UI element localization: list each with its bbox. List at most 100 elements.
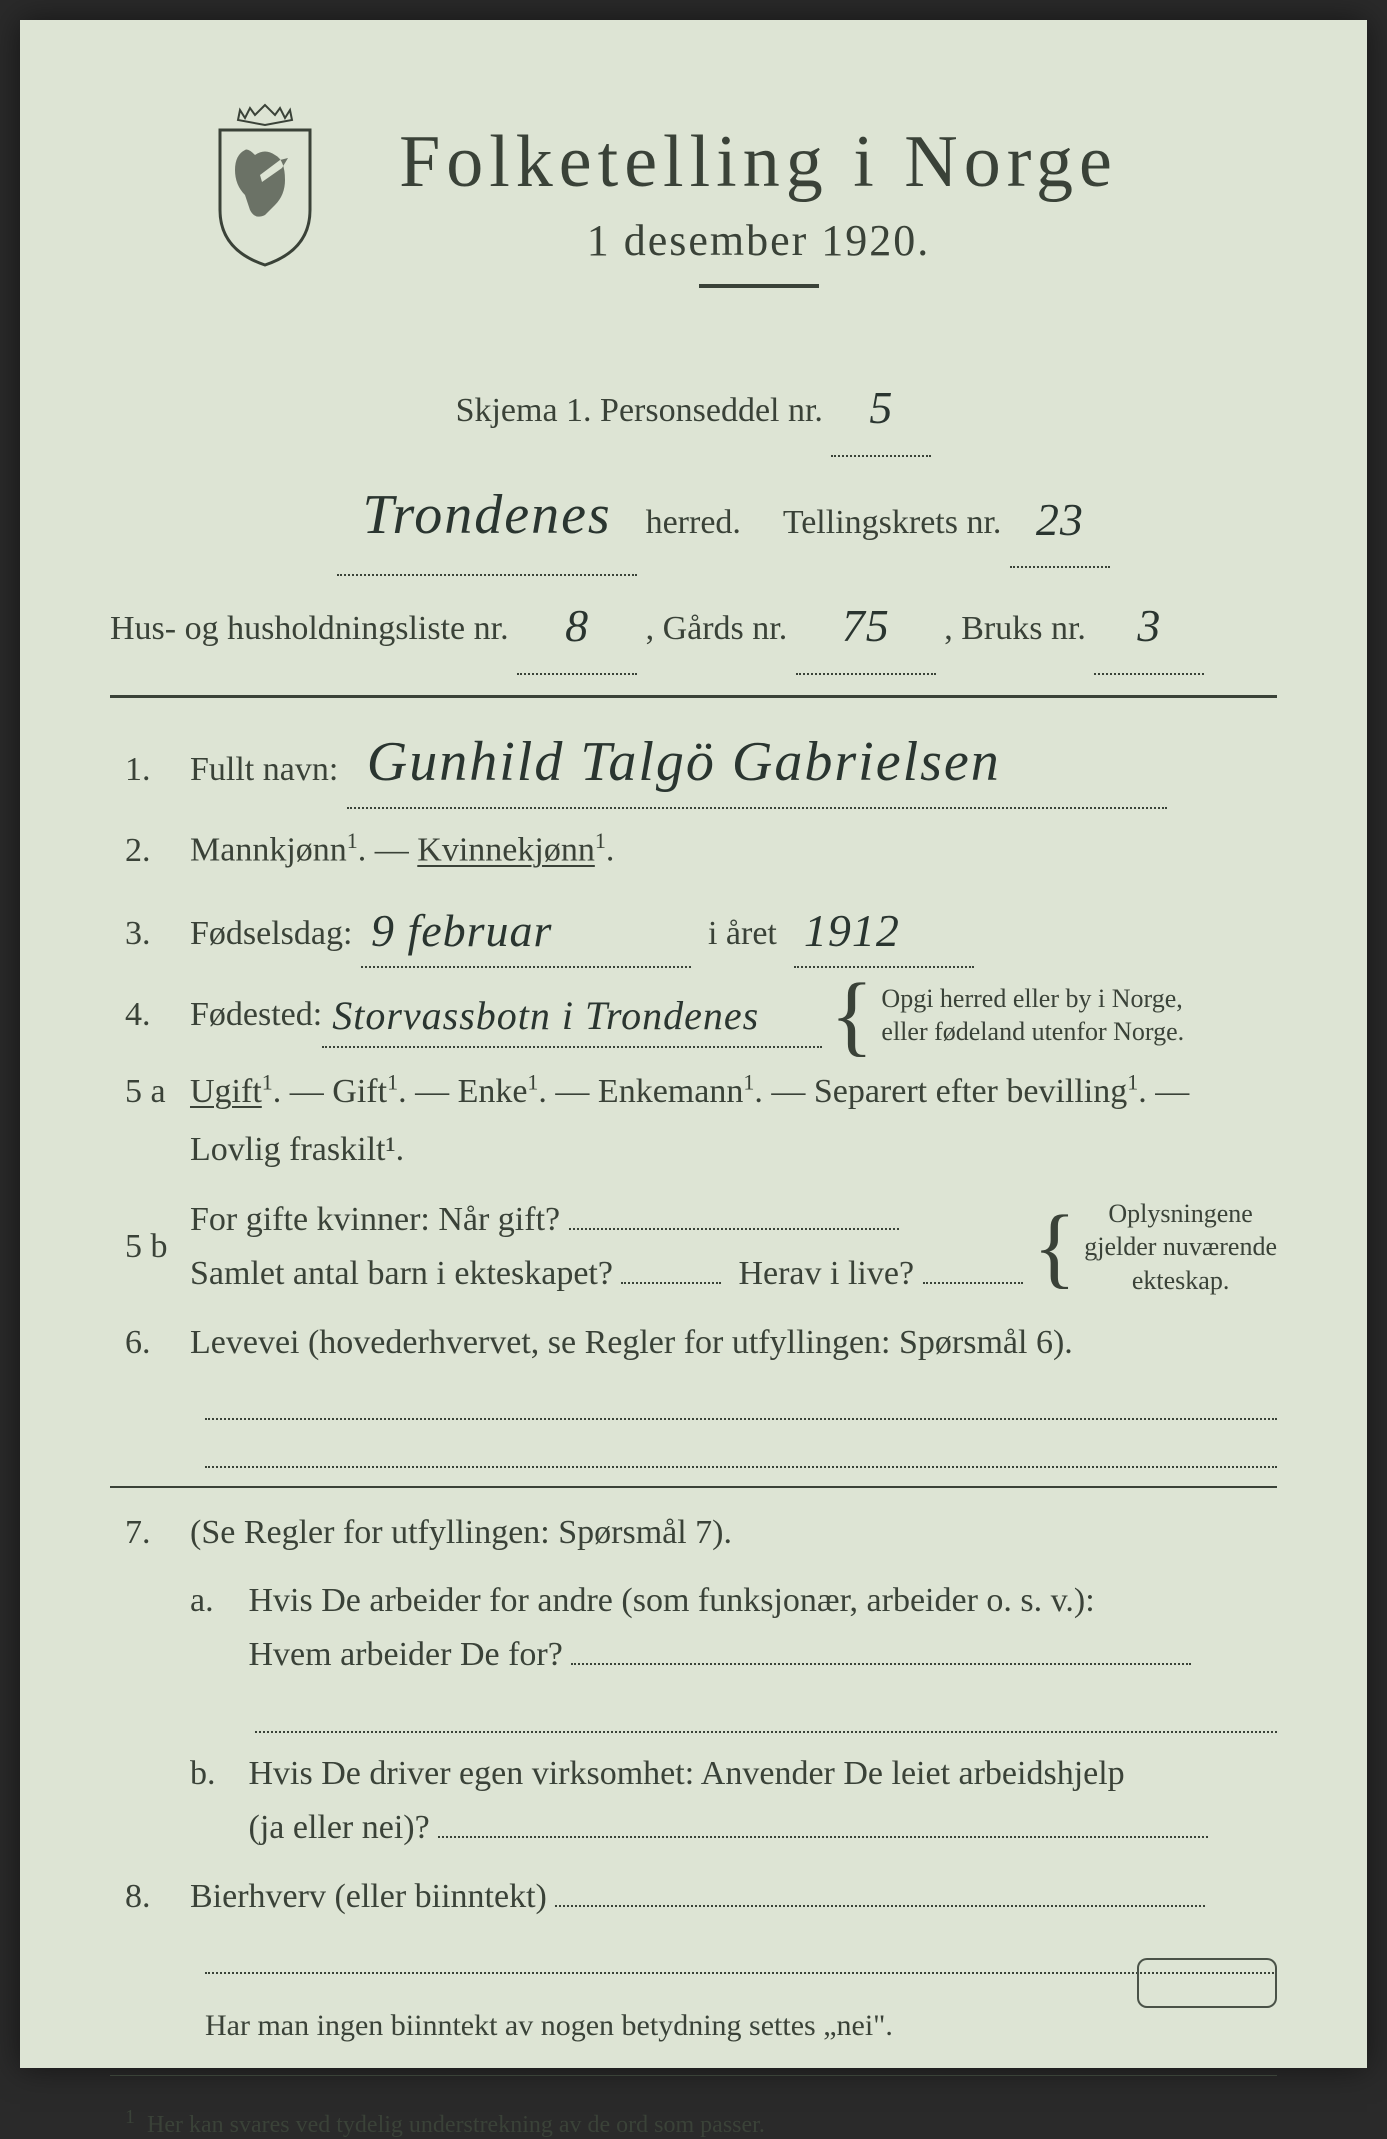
gards-field: 75: [796, 576, 936, 675]
q3-line: 3. Fødselsdag: 9 februar i året 1912: [110, 892, 1277, 968]
herred-name-field: Trondenes: [337, 457, 637, 577]
title-block: Folketelling i Norge 1 desember 1920.: [370, 100, 1277, 323]
q7b-l1: Hvis De driver egen virksomhet: Anvender…: [249, 1755, 1125, 1792]
herred-line: Trondenes herred. Tellingskrets nr. 23: [110, 457, 1277, 577]
q3-year-value: 1912: [804, 905, 900, 956]
q7-num: 7.: [110, 1506, 190, 1560]
q5b-brace-left-icon: {: [1033, 1225, 1076, 1270]
q2-line: 2. Mannkjønn1. — Kvinnekjønn1.: [110, 823, 1277, 878]
q3-label: Fødselsdag:: [190, 915, 352, 952]
q7b-content: b. Hvis De driver egen virksomhet: Anven…: [190, 1747, 1277, 1856]
bruks-value: 3: [1137, 600, 1161, 651]
footnote: 1 Her kan svares ved tydelig understrekn…: [110, 2106, 1277, 2139]
header: Folketelling i Norge 1 desember 1920.: [110, 100, 1277, 323]
q5b-label3: Herav i live?: [738, 1255, 914, 1292]
q2-content: Mannkjønn1. — Kvinnekjønn1.: [190, 823, 1277, 878]
q7b-num: b.: [190, 1747, 240, 1801]
q5a-line2: Lovlig fraskilt¹.: [190, 1131, 404, 1168]
schema-value: 5: [869, 382, 893, 433]
q3-day-field: 9 februar: [361, 892, 691, 968]
q1-field: Gunhild Talgö Gabrielsen: [347, 718, 1167, 810]
q8-content: Bierhverv (eller biinntekt): [190, 1870, 1277, 1924]
herred-suffix: herred.: [646, 504, 741, 541]
census-form-page: Folketelling i Norge 1 desember 1920. Sk…: [20, 20, 1367, 2068]
q8-fill-line: [205, 1938, 1277, 1974]
subtitle-date: 1 desember 1920.: [370, 215, 1147, 266]
coat-of-arms-icon: [200, 100, 330, 270]
q5b-note-l2: gjelder nuværende: [1084, 1232, 1277, 1261]
q5b-label2: Samlet antal barn i ekteskapet?: [190, 1255, 613, 1292]
q5a-line: 5 a Ugift1. — Gift1. — Enke1. — Enkemann…: [110, 1063, 1277, 1179]
title-rule: [699, 284, 819, 288]
gards-value: 75: [842, 600, 890, 651]
q1-num: 1.: [110, 743, 190, 797]
q3-day-value: 9 februar: [371, 905, 553, 956]
q4-note-l1: Opgi herred eller by i Norge,: [881, 984, 1182, 1013]
q5a-ugift: Ugift: [190, 1073, 262, 1110]
schema-value-field: 5: [831, 358, 931, 457]
divider-bottom: [110, 2075, 1277, 2077]
q4-field: Storvassbotn i Trondenes: [322, 982, 822, 1048]
q7a-l1: Hvis De arbeider for andre (som funksjon…: [249, 1582, 1095, 1619]
q7a-line: a. Hvis De arbeider for andre (som funks…: [110, 1574, 1277, 1683]
q2-period2: .: [606, 832, 615, 869]
q5b-field1: [569, 1228, 899, 1230]
herred-name: Trondenes: [362, 484, 611, 546]
divider-top: [110, 695, 1277, 698]
q7a-fill-line: [255, 1697, 1277, 1733]
q8-line: 8. Bierhverv (eller biinntekt): [110, 1870, 1277, 1924]
footnote-marker: 1: [125, 2106, 135, 2128]
q2-period1: .: [358, 832, 367, 869]
q6-num: 6.: [110, 1316, 190, 1370]
q4-value: Storvassbotn i Trondenes: [332, 993, 759, 1038]
q5b-num: 5 b: [110, 1220, 190, 1274]
divider-mid: [110, 1486, 1277, 1488]
q3-year-label: i året: [708, 915, 777, 952]
gards-label: , Gårds nr.: [646, 610, 788, 647]
q2-dash: —: [375, 832, 418, 869]
q7a-num: a.: [190, 1574, 240, 1628]
q4-brace-icon: {: [830, 993, 873, 1038]
q5b-label1: For gifte kvinner: Når gift?: [190, 1201, 560, 1238]
q1-content: Fullt navn: Gunhild Talgö Gabrielsen: [190, 718, 1277, 810]
q8-num: 8.: [110, 1870, 190, 1924]
q2-kvinne: Kvinnekjønn: [417, 832, 595, 869]
tellingskrets-label: Tellingskrets nr.: [783, 504, 1002, 541]
q6-fill-line-2: [205, 1432, 1277, 1468]
q5b-note-l3: ekteskap.: [1132, 1266, 1229, 1295]
q8-label: Bierhverv (eller biinntekt): [190, 1878, 547, 1915]
schema-line: Skjema 1. Personseddel nr. 5: [110, 358, 1277, 457]
q3-year-field: 1912: [794, 892, 974, 968]
schema-label: Skjema 1. Personseddel nr.: [456, 392, 823, 429]
q3-num: 3.: [110, 907, 190, 961]
q5b-note: Oplysningene gjelder nuværende ekteskap.: [1084, 1197, 1277, 1298]
liste-value: 8: [565, 600, 589, 651]
q6-content: Levevei (hovederhvervet, se Regler for u…: [190, 1316, 1277, 1370]
q8-field: [555, 1905, 1205, 1907]
q5b-field2: [621, 1282, 721, 1284]
q1-label: Fullt navn:: [190, 751, 338, 788]
q7b-l2: (ja eller nei)?: [249, 1809, 430, 1846]
footnote-text: Her kan svares ved tydelig understreknin…: [147, 2112, 765, 2138]
q6-line: 6. Levevei (hovederhvervet, se Regler fo…: [110, 1316, 1277, 1370]
q7a-l2: Hvem arbeider De for?: [249, 1636, 563, 1673]
q6-fill-line-1: [205, 1384, 1277, 1420]
footer-note: Har man ingen biinntekt av nogen betydni…: [110, 1994, 1277, 2057]
household-line: Hus- og husholdningsliste nr. 8 , Gårds …: [110, 576, 1277, 675]
q4-num: 4.: [110, 988, 190, 1042]
q5b-note-l1: Oplysningene: [1108, 1199, 1252, 1228]
liste-field: 8: [517, 576, 637, 675]
q7b-field: [438, 1836, 1208, 1838]
household-label: Hus- og husholdningsliste nr.: [110, 610, 509, 647]
q2-num: 2.: [110, 824, 190, 878]
bruks-field: 3: [1094, 576, 1204, 675]
q2-sup2: 1: [595, 828, 606, 853]
printer-stamp: [1137, 1958, 1277, 2008]
q4-line: 4. Fødested: Storvassbotn i Trondenes { …: [110, 982, 1277, 1050]
q2-mann: Mannkjønn: [190, 832, 347, 869]
q4-label: Fødested:: [190, 988, 322, 1042]
q2-sup1: 1: [347, 828, 358, 853]
q4-note: Opgi herred eller by i Norge, eller føde…: [881, 982, 1184, 1050]
q6-label: Levevei (hovederhvervet, se Regler for u…: [190, 1324, 1073, 1361]
q7a-content: a. Hvis De arbeider for andre (som funks…: [190, 1574, 1277, 1683]
